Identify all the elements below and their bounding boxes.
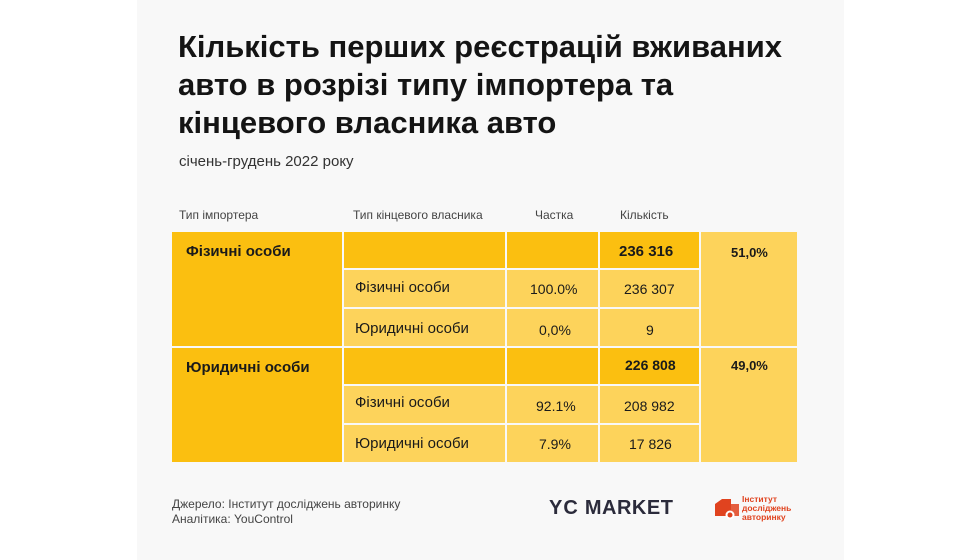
owner-cell [344, 386, 505, 423]
market-logo-text: MARKET [584, 497, 674, 519]
share-cell [507, 386, 598, 423]
share-value: 7.9% [539, 436, 571, 452]
total-value: 236 316 [619, 243, 674, 260]
percent-cell [701, 232, 797, 346]
page-title: Кількість перших реєстрацій вживаних авт… [178, 29, 782, 140]
column-header-count: Кількість [620, 208, 669, 222]
institute-line: авторинку [742, 512, 786, 522]
total-value: 226 808 [625, 357, 676, 373]
subtitle: січень-грудень 2022 року [179, 153, 354, 170]
importer-cell [172, 232, 342, 346]
footer: Джерело: Інститут досліджень авторинку А… [172, 497, 400, 527]
total-cell [600, 232, 699, 268]
owner-cell [344, 309, 505, 346]
importer-label: Фізичні особи [186, 243, 291, 260]
count-cell [600, 270, 699, 307]
share-header-cell [507, 348, 598, 384]
count-value: 208 982 [624, 398, 675, 414]
yc-logo-mark: YC [549, 497, 579, 519]
column-header-share: Частка [535, 208, 574, 222]
count-cell [600, 386, 699, 423]
importer-label: Юридичні особи [186, 359, 310, 376]
owner-cell [344, 270, 505, 307]
owner-label: Фізичні особи [355, 394, 450, 411]
institute-logo-text: Інститут досліджень авторинку [742, 495, 791, 522]
owner-header-cell [344, 348, 505, 384]
owner-cell [344, 425, 505, 462]
share-cell [507, 270, 598, 307]
column-header-importer: Тип імпортера [179, 208, 259, 222]
owner-label: Юридичні особи [355, 320, 469, 337]
total-cell [600, 348, 699, 384]
percent-value: 51,0% [731, 245, 768, 260]
yc-market-logo: YC MARKET [549, 497, 673, 520]
count-value: 17 826 [629, 436, 672, 452]
owner-label: Юридичні особи [355, 435, 469, 452]
share-header-cell [507, 232, 598, 268]
share-cell [507, 309, 598, 346]
share-value: 0,0% [539, 322, 571, 338]
column-header-owner: Тип кінцевого власника [353, 208, 483, 222]
owner-label: Фізичні особи [355, 279, 450, 296]
institute-line: досліджень [742, 503, 792, 513]
count-value: 236 307 [624, 281, 675, 297]
share-value: 92.1% [536, 398, 576, 414]
source-note: Джерело: Інститут досліджень авторинку [172, 497, 401, 511]
analytics-note: Аналітика: YouControl [172, 512, 293, 526]
importer-cell [172, 348, 342, 462]
percent-cell [701, 348, 797, 462]
institute-line: Інститут [742, 494, 777, 504]
count-value: 9 [646, 322, 654, 338]
share-value: 100.0% [530, 281, 578, 297]
institute-logo-icon [715, 499, 739, 520]
count-cell [600, 425, 699, 462]
count-cell [600, 309, 699, 346]
percent-value: 49,0% [731, 358, 768, 373]
owner-header-cell [344, 232, 505, 268]
share-cell [507, 425, 598, 462]
